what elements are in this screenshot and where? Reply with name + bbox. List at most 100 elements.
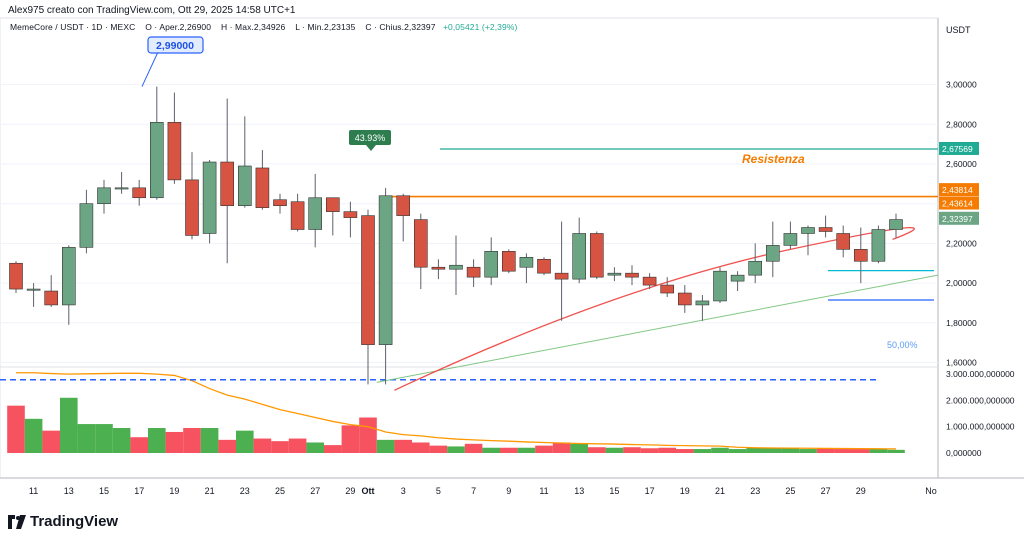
candle-body [238,165,252,206]
candle-body [26,288,41,291]
volume-bar [623,447,641,453]
time-tick-label: 11 [539,486,548,496]
symbol-legend: MemeCore / USDT · 1D · MEXC O · Aper.2,2… [10,22,517,32]
trend-line [376,274,939,383]
candle-body [290,201,305,230]
volume-bar [728,449,747,453]
volume-bar [781,447,800,453]
volume-bar [869,448,888,453]
volume-bar [288,438,307,453]
volume-bar [324,445,342,453]
candle-body [537,258,551,274]
volume-bar [552,442,571,453]
candle-body [97,187,111,205]
legend-change: +0,05421 (+2,39%) [442,22,518,32]
candle-body [730,274,745,282]
volume-bar [218,439,236,453]
volume-bar [24,418,43,453]
legend-symbol[interactable]: MemeCore / USDT · 1D · MEXC [10,22,136,32]
volume-bar [60,397,78,453]
candle-body [343,211,358,218]
volume-bar [693,449,712,453]
candle-body [484,251,499,278]
candle-body [9,262,23,290]
last-price-axis-tag-box [939,211,979,225]
volume-bar [500,447,518,453]
volume-bar [464,443,483,453]
tradingview-brand[interactable]: TradingView [8,513,118,530]
volume-bar [746,447,764,453]
candle-body [396,195,411,216]
volume-bar [359,417,377,453]
volume-bar [200,428,219,453]
volume-bar [394,439,412,453]
candle-body [607,272,622,276]
candle-body [660,284,675,294]
resistance-axis-tag-box [939,196,979,210]
candle-body [79,203,94,248]
candle-body [853,249,868,262]
high-label-box [147,36,204,54]
time-tick-label: 21 [715,486,725,496]
price-tick-label: 2,80000 [946,119,977,129]
legend-close: C · Chius.2,32397 [365,22,436,32]
candle-body [818,227,833,232]
legend-low: L · Min.2,23135 [295,22,356,32]
time-tick-label: 9 [506,486,511,496]
brand-name: TradingView [30,513,119,530]
time-tick-label: 19 [169,486,179,496]
candle-body [713,270,727,302]
volume-bar [236,430,254,453]
volume-bar [183,428,201,453]
candle-body [748,260,763,276]
volume-bar [130,437,148,453]
legend-open: O · Aper.2,26900 [145,22,212,32]
resistance-upper-axis-tag-text: 2,43814 [942,185,973,195]
time-tick-label: 15 [99,486,109,496]
candle-body [273,199,287,206]
candle-body [167,122,182,181]
candle-body [642,276,657,286]
time-tick-label: 25 [785,486,795,496]
time-tick-label: 19 [680,486,690,496]
volume-bar [588,447,606,453]
volume-bar [816,448,835,453]
candle-body [677,292,692,306]
time-tick-label: 27 [821,486,831,496]
candle-body [871,229,886,262]
moving-average-line [394,227,915,391]
price-tick-label: 2,60000 [946,159,977,169]
candle-body [114,187,129,190]
resistance-upper-axis-tag-box [939,183,979,197]
candle-body [361,215,375,345]
volume-bar [7,405,25,453]
volume-bar [341,425,360,453]
time-tick-label: 29 [345,486,355,496]
candle-body [185,179,199,236]
time-tick-label: 13 [64,486,74,496]
candle-body [572,233,587,280]
price-tick-label: 1,60000 [946,358,977,368]
candle-body [61,247,76,306]
volume-bar [852,449,870,453]
candle-body [202,161,217,234]
time-tick-label: 25 [275,486,285,496]
candle-body [255,167,270,208]
volume-bar [412,442,430,453]
candle-body [519,256,534,268]
candle-body [378,195,393,345]
volume-tick-label: 1.000.000,000000 [946,422,1015,432]
candle-body [308,197,323,230]
time-tick-label: 27 [310,486,320,496]
volume-bar [253,438,272,453]
time-tick-label: 21 [205,486,215,496]
author-line: Alex975 creato con TradingView.com, Ott … [8,5,296,16]
last-price-axis-tag-text: 2,32397 [942,214,973,224]
time-tick-label: 15 [609,486,619,496]
high-label-pointer [141,51,159,87]
volume-bar [676,449,694,453]
price-tick-label: 2,00000 [946,278,977,288]
candle-body [132,187,146,199]
